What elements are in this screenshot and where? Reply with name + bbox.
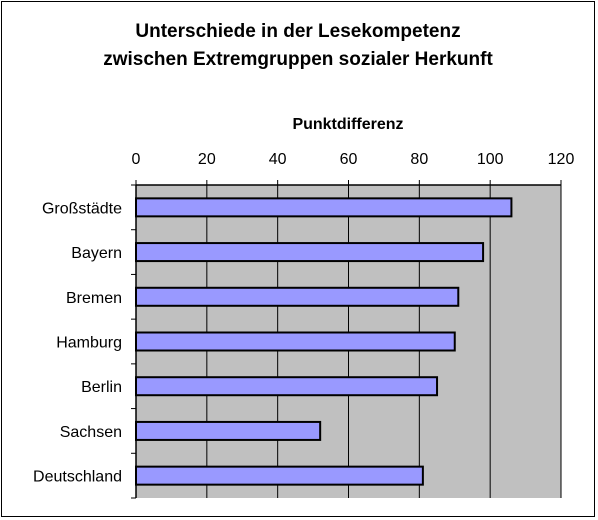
category-labels: Großstädte Bayern Bremen Hamburg Berlin Sachs… <box>33 200 122 485</box>
x-tick-label: 80 <box>410 151 428 168</box>
chart-title: Unterschiede in der Lesekompetenz zwisch… <box>0 18 596 74</box>
category-label: Sachsen <box>60 424 122 441</box>
category-label: Bremen <box>66 290 122 307</box>
category-label: Bayern <box>71 245 122 262</box>
bar <box>135 465 424 486</box>
axes <box>131 180 562 499</box>
bar <box>135 286 460 307</box>
category-label: Deutschland <box>33 469 122 486</box>
bar <box>135 376 439 397</box>
bar <box>135 197 513 218</box>
category-label: Hamburg <box>56 335 122 352</box>
bar <box>135 420 322 441</box>
x-tick-label: 20 <box>198 151 216 168</box>
x-axis-label: Punktdifferenz <box>292 116 403 133</box>
x-tick-label: 100 <box>477 151 504 168</box>
chart-title-line-1: Unterschiede in der Lesekompetenz <box>135 21 461 42</box>
category-label: Berlin <box>81 379 122 396</box>
x-tick-label: 120 <box>548 151 575 168</box>
x-tick-label: 40 <box>269 151 287 168</box>
bar <box>135 331 456 352</box>
bar <box>135 242 485 263</box>
x-tick-label: 0 <box>132 151 141 168</box>
chart-title-line-2: zwischen Extremgruppen sozialer Herkunft <box>103 49 493 70</box>
category-label: Großstädte <box>42 200 122 217</box>
x-tick-label: 60 <box>340 151 358 168</box>
x-tick-labels: 0 20 40 60 80 100 120 <box>132 151 575 168</box>
